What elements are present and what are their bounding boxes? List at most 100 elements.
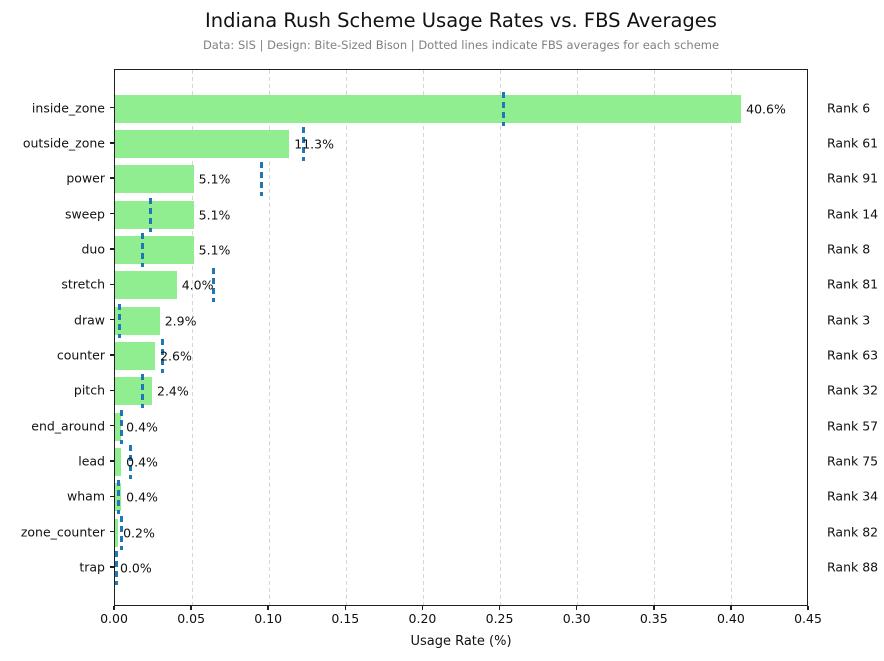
x-tick-label: 0.05 — [177, 611, 206, 626]
rank-label: Rank 34 — [827, 488, 879, 504]
y-tick — [110, 530, 114, 533]
value-label: 40.6% — [746, 101, 786, 116]
value-label: 2.9% — [164, 313, 197, 329]
x-tick-label: 0.35 — [639, 611, 668, 626]
usage-bar — [115, 412, 122, 441]
y-tick — [110, 318, 114, 321]
fbs-average-line — [141, 374, 145, 409]
category-label: sweep — [64, 206, 105, 222]
value-label: 0.0% — [120, 560, 152, 576]
x-tick-label: 0.10 — [254, 611, 283, 626]
category-label: end_around — [31, 418, 105, 434]
value-label: 0.2% — [123, 525, 155, 541]
category-label: zone_counter — [20, 524, 105, 540]
rank-label: Rank 3 — [827, 312, 871, 328]
rank-label: Rank 14 — [827, 206, 879, 222]
category-label: trap — [79, 559, 105, 575]
rank-label: Rank 8 — [827, 241, 871, 257]
rank-label: Rank 63 — [827, 347, 879, 363]
usage-bar — [115, 341, 156, 370]
page-subtitle: Data: SIS | Design: Bite-Sized Bison | D… — [202, 38, 720, 52]
value-label: 5.1% — [198, 171, 231, 187]
rank-label: Rank 88 — [827, 559, 879, 575]
category-label: power — [66, 170, 105, 186]
rank-label: Rank 75 — [827, 453, 879, 469]
category-label: inside_zone — [31, 100, 105, 115]
fbs-average-line — [119, 515, 123, 550]
usage-bar — [115, 129, 290, 158]
rank-label: Rank 32 — [827, 382, 879, 398]
usage-bar — [115, 200, 194, 229]
usage-bar — [115, 235, 194, 264]
x-tick-label: 0.40 — [716, 611, 745, 626]
usage-bar — [115, 448, 122, 476]
x-tick-label: 0.15 — [331, 611, 360, 626]
category-label: duo — [81, 241, 105, 257]
usage-bar — [115, 165, 194, 194]
y-tick — [110, 283, 114, 285]
gridline — [577, 70, 579, 605]
y-tick — [110, 566, 114, 568]
category-label: stretch — [61, 276, 105, 292]
gridline — [500, 70, 502, 605]
gridline — [422, 70, 424, 605]
x-axis-title: Usage Rate (%) — [410, 634, 512, 649]
fbs-average-line — [118, 303, 122, 338]
rank-label: Rank 91 — [827, 170, 879, 186]
category-label: lead — [78, 453, 105, 469]
y-tick — [110, 424, 114, 427]
category-label: draw — [74, 312, 105, 328]
rank-label: Rank 81 — [827, 276, 879, 292]
x-tick-label: 0.30 — [562, 611, 591, 626]
x-tick — [653, 606, 655, 610]
value-label: 0.4% — [126, 489, 158, 505]
category-label: outside_zone — [22, 135, 105, 151]
fbs-average-line — [119, 409, 123, 444]
x-tick — [421, 606, 424, 610]
usage-bar — [115, 518, 119, 547]
fbs-average-line — [148, 197, 152, 232]
fbs-average-line — [212, 268, 216, 303]
rank-label: Rank 6 — [827, 100, 871, 115]
fbs-average-line — [502, 91, 506, 126]
gridline — [345, 70, 347, 605]
category-label: counter — [56, 347, 105, 363]
fbs-average-line — [128, 445, 132, 479]
gridline — [191, 70, 193, 605]
x-tick — [807, 606, 809, 610]
value-label: 0.4% — [126, 419, 158, 435]
rank-label: Rank 57 — [827, 418, 879, 434]
x-tick-label: 0.25 — [485, 611, 514, 626]
category-label: pitch — [73, 382, 105, 398]
y-tick — [110, 354, 114, 356]
x-tick — [575, 606, 578, 610]
fbs-average-line — [301, 126, 305, 161]
page-title: Indiana Rush Scheme Usage Rates vs. FBS … — [205, 9, 717, 32]
x-tick-label: 0.00 — [100, 611, 128, 626]
x-tick — [498, 606, 501, 610]
y-tick — [110, 212, 114, 215]
x-tick — [267, 606, 269, 610]
rank-label: Rank 82 — [827, 524, 879, 540]
x-tick — [113, 606, 115, 610]
y-tick — [110, 460, 114, 462]
value-label: 0.4% — [126, 454, 158, 470]
fbs-average-line — [260, 162, 263, 197]
usage-bar — [115, 271, 177, 300]
x-tick — [344, 606, 347, 610]
y-tick — [110, 248, 114, 250]
usage-bar — [115, 94, 742, 123]
value-label: 5.1% — [198, 207, 231, 223]
fbs-average-line — [116, 480, 120, 515]
x-tick-label: 0.20 — [408, 611, 437, 626]
fbs-average-line — [141, 232, 145, 267]
plot-area: 40.6% 11.3% 5.1% 5.1% 5.1% 4.0% 2.9% 2.6% 2.4% 0.… — [114, 69, 808, 606]
rank-label: Rank 61 — [827, 135, 879, 151]
value-label: 5.1% — [198, 242, 231, 258]
x-tick-label: 0.45 — [794, 611, 822, 626]
gridline — [654, 70, 656, 605]
fbs-average-line — [161, 338, 165, 373]
usage-bar — [115, 377, 152, 406]
x-tick — [730, 606, 732, 610]
